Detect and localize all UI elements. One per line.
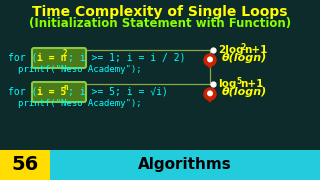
Polygon shape [206,62,214,68]
Text: printf("Neso Academy");: printf("Neso Academy"); [18,66,142,75]
Text: i = n: i = n [37,53,66,63]
Text: 5: 5 [236,76,241,86]
Polygon shape [206,96,214,102]
Text: θ(logn): θ(logn) [222,53,267,63]
Text: n+1: n+1 [240,79,263,89]
Circle shape [208,57,212,62]
Text: i = 5: i = 5 [37,87,66,97]
Text: (Initialization Statement with Function): (Initialization Statement with Function) [29,17,291,30]
FancyBboxPatch shape [0,150,50,180]
Circle shape [204,88,216,100]
Text: 2: 2 [63,48,68,57]
Text: n+1: n+1 [244,45,268,55]
Text: n: n [63,82,68,91]
Text: 2: 2 [240,42,245,51]
FancyBboxPatch shape [32,48,86,68]
Text: for (: for ( [8,53,37,63]
Circle shape [208,91,212,96]
Text: Time Complexity of Single Loops: Time Complexity of Single Loops [32,5,288,19]
Text: 2log: 2log [218,45,244,55]
Text: ; i >= 1; i = i / 2): ; i >= 1; i = i / 2) [68,53,186,63]
Text: printf("Neso Academy");: printf("Neso Academy"); [18,100,142,109]
FancyBboxPatch shape [32,82,86,102]
Text: log: log [218,79,236,89]
Text: 56: 56 [12,156,39,174]
Text: Algorithms: Algorithms [138,158,232,172]
Circle shape [204,54,216,66]
FancyBboxPatch shape [50,150,320,180]
Text: ; i >= 5; i = √i): ; i >= 5; i = √i) [68,87,168,97]
Text: θ(logn): θ(logn) [222,87,267,97]
Text: for (: for ( [8,87,37,97]
